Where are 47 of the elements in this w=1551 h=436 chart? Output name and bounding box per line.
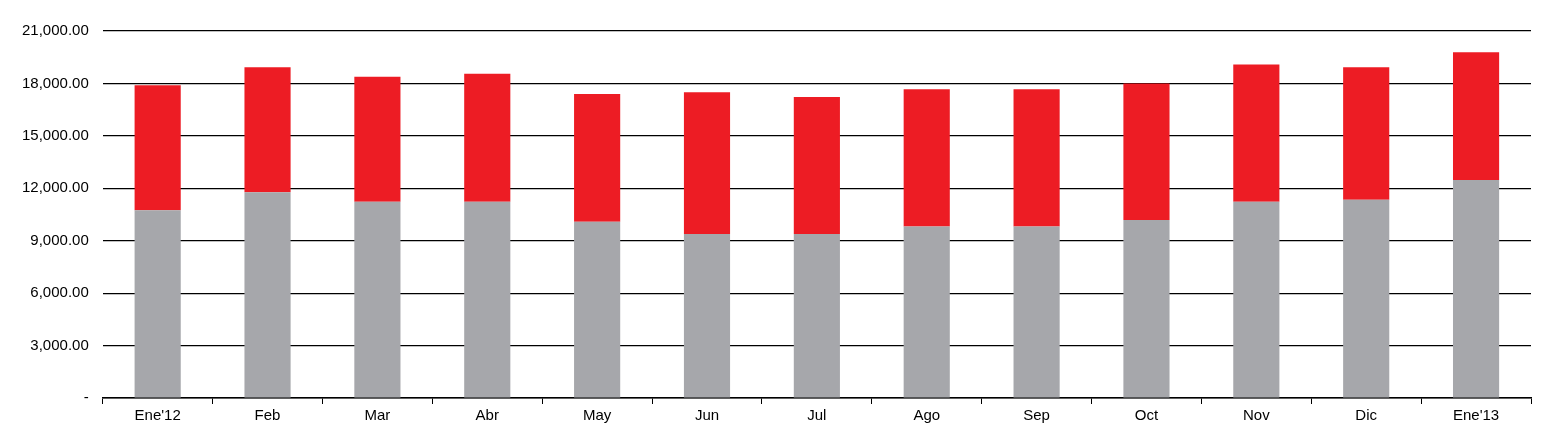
bar: [134, 85, 181, 211]
bar: [1123, 219, 1170, 398]
x-tick-label: Jun: [694, 406, 720, 424]
x-tick-label: Mar: [364, 406, 391, 424]
bar: [134, 210, 181, 398]
bar: [683, 92, 731, 235]
bar: [464, 73, 511, 202]
x-tick-label: Abr: [475, 406, 499, 424]
bar: [903, 89, 950, 227]
bar: [1343, 67, 1390, 200]
y-tick-label: 3,000.00: [30, 335, 89, 353]
x-tick-label: Ene'13: [1452, 406, 1500, 424]
bar: [1013, 89, 1060, 227]
y-tick-label: 9,000.00: [30, 230, 89, 248]
bar: [464, 201, 511, 398]
x-tick-label: Ago: [913, 406, 941, 424]
y-tick-label: 21,000.00: [22, 21, 89, 39]
bar: [1233, 64, 1280, 202]
x-tick-label: Sep: [1023, 406, 1050, 424]
bar: [244, 192, 291, 398]
bar: [574, 221, 621, 398]
bar: [1233, 201, 1280, 398]
y-tick-label: 12,000.00: [22, 178, 89, 196]
bar: [1013, 226, 1060, 398]
x-tick-label: Oct: [1134, 406, 1159, 424]
bar: [683, 234, 731, 398]
y-tick-label: 6,000.00: [30, 283, 89, 301]
x-tick-label: Ene'12: [134, 406, 181, 424]
x-tick-label: Nov: [1242, 406, 1271, 424]
y-tick-label: 15,000.00: [22, 126, 89, 143]
bar: [244, 67, 291, 193]
y-tick-label: 18,000.00: [22, 73, 89, 91]
bar: [793, 96, 840, 235]
bar: [1453, 179, 1500, 398]
x-tick-label: Feb: [254, 406, 281, 424]
x-tick-label: Dic: [1355, 406, 1378, 424]
bar: [354, 76, 401, 202]
bar: [1453, 52, 1500, 180]
x-tick-label: Jul: [807, 406, 827, 424]
bar: [903, 226, 950, 398]
bar: [354, 201, 401, 398]
bar: [1123, 83, 1170, 220]
y-tick-label: -: [83, 388, 89, 406]
x-tick-label: May: [582, 406, 612, 424]
bar: [574, 94, 621, 222]
bar: [1343, 199, 1390, 398]
bar: [793, 234, 840, 398]
